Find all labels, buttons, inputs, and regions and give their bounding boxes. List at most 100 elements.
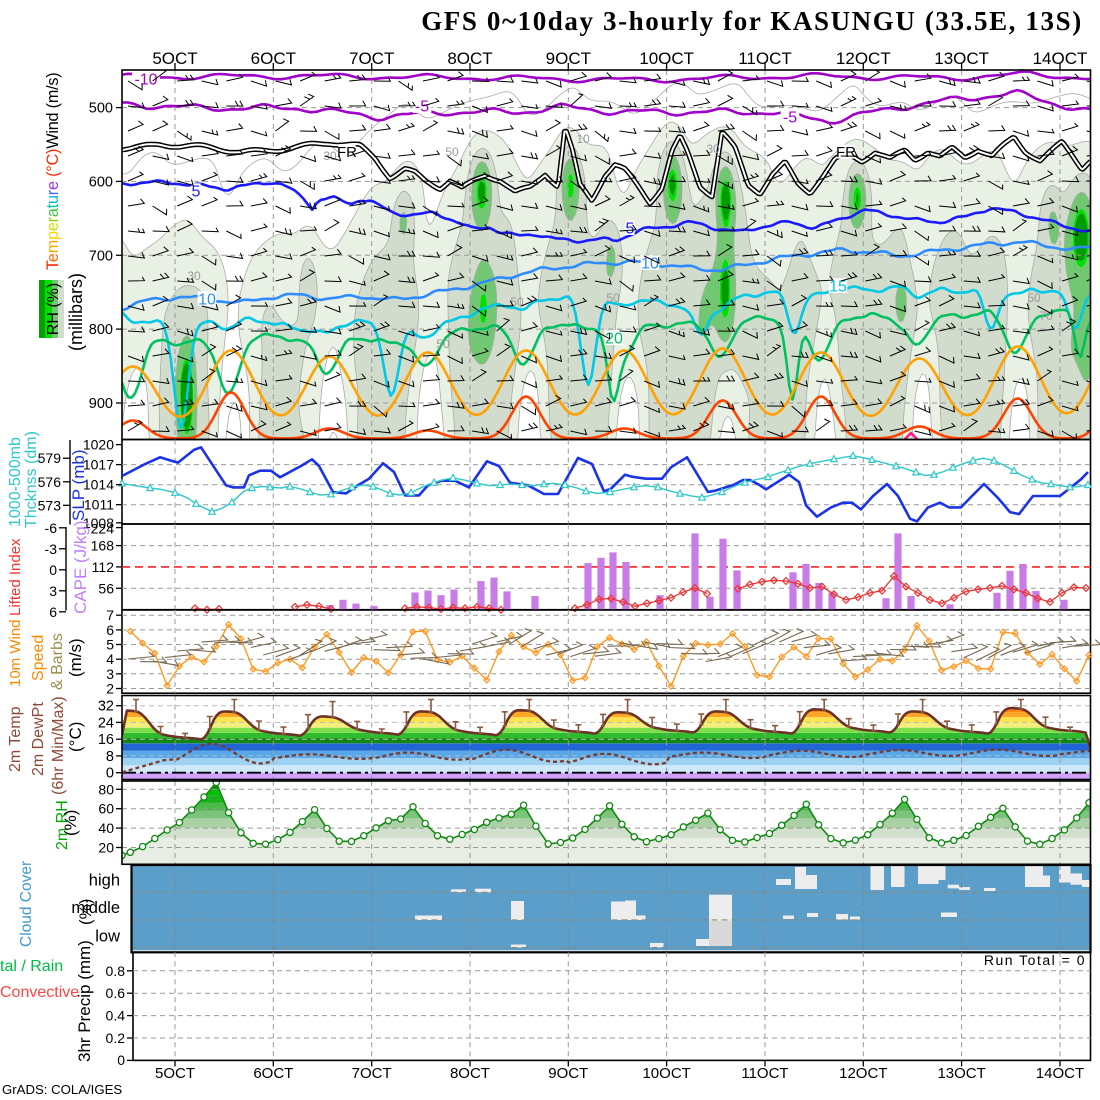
svg-text:0.6: 0.6 — [106, 985, 126, 1001]
svg-text:-5: -5 — [783, 109, 797, 126]
svg-text:800: 800 — [89, 322, 113, 338]
svg-text:1000-500mb: 1000-500mb — [7, 437, 24, 527]
svg-text:900: 900 — [89, 396, 113, 412]
svg-text:Temperature (°C)Wind (m/s): Temperature (°C)Wind (m/s) — [44, 73, 62, 270]
svg-text:30: 30 — [323, 149, 337, 163]
svg-text:1014: 1014 — [83, 477, 114, 493]
svg-text:FR: FR — [337, 144, 357, 161]
svg-text:-5: -5 — [415, 98, 429, 115]
svg-text:500: 500 — [89, 101, 113, 117]
svg-text:10m Wind: 10m Wind — [7, 619, 24, 687]
svg-text:8OCT: 8OCT — [450, 1065, 490, 1082]
svg-text:(%): (%) — [76, 899, 95, 925]
svg-text:Thcknss (dm): Thcknss (dm) — [23, 431, 40, 528]
svg-text:60: 60 — [98, 801, 114, 817]
svg-text:50: 50 — [445, 145, 459, 159]
svg-text:24: 24 — [98, 715, 114, 731]
svg-text:Cloud Cover: Cloud Cover — [18, 861, 35, 947]
svg-text:5OCT: 5OCT — [155, 1065, 195, 1082]
svg-text:7OCT: 7OCT — [349, 49, 394, 68]
svg-text:10: 10 — [198, 291, 216, 308]
svg-text:15: 15 — [829, 278, 847, 295]
svg-text:224: 224 — [91, 521, 115, 537]
svg-text:tal / Rain: tal / Rain — [0, 958, 63, 975]
svg-text:0.2: 0.2 — [106, 1030, 126, 1046]
svg-text:5OCT: 5OCT — [152, 49, 197, 68]
svg-text:(m/s): (m/s) — [66, 638, 85, 677]
svg-text:700: 700 — [89, 248, 113, 264]
svg-text:Speed: Speed — [30, 635, 47, 681]
svg-text:-10: -10 — [134, 71, 157, 88]
svg-text:20: 20 — [98, 840, 114, 856]
svg-text:CAPE (J/kg): CAPE (J/kg) — [71, 520, 90, 614]
svg-text:1020: 1020 — [83, 437, 114, 453]
svg-text:RH (%): RH (%) — [45, 283, 62, 335]
svg-text:(6hr Min/Max): (6hr Min/Max) — [50, 696, 67, 795]
svg-text:SLP (mb): SLP (mb) — [69, 450, 88, 522]
svg-text:80: 80 — [98, 781, 114, 797]
svg-text:2m DewPt: 2m DewPt — [30, 702, 47, 776]
svg-text:9OCT: 9OCT — [548, 1065, 588, 1082]
svg-text:12OCT: 12OCT — [836, 49, 891, 68]
svg-text:6OCT: 6OCT — [251, 49, 296, 68]
svg-text:16: 16 — [98, 732, 114, 748]
svg-text:(millibars): (millibars) — [66, 273, 86, 351]
svg-text:168: 168 — [91, 538, 115, 554]
svg-text:573: 573 — [38, 497, 62, 513]
svg-text:50: 50 — [1027, 291, 1041, 305]
svg-text:5: 5 — [626, 220, 635, 237]
svg-text:11OCT: 11OCT — [738, 49, 792, 68]
svg-text:50: 50 — [436, 337, 450, 351]
svg-text:1011: 1011 — [84, 497, 114, 513]
svg-text:12OCT: 12OCT — [839, 1065, 887, 1082]
svg-text:0: 0 — [106, 766, 114, 782]
svg-text:6: 6 — [106, 622, 114, 638]
svg-text:13OCT: 13OCT — [937, 1065, 985, 1082]
svg-text:7: 7 — [106, 607, 114, 623]
svg-text:2m Temp: 2m Temp — [7, 706, 24, 772]
svg-text:middle: middle — [71, 899, 120, 917]
svg-text:0: 0 — [49, 562, 57, 578]
svg-text:1017: 1017 — [83, 457, 114, 473]
svg-text:Convective: Convective — [0, 984, 79, 1001]
svg-text:2: 2 — [106, 681, 114, 697]
svg-text:579: 579 — [38, 450, 62, 466]
svg-text:0: 0 — [117, 1052, 125, 1068]
svg-text:10OCT: 10OCT — [639, 49, 694, 68]
svg-text:10OCT: 10OCT — [642, 1065, 690, 1082]
svg-text:GrADS: COLA/IGES: GrADS: COLA/IGES — [2, 1082, 122, 1097]
svg-text:50: 50 — [606, 291, 620, 305]
svg-text:3: 3 — [49, 583, 57, 599]
svg-text:5: 5 — [106, 637, 114, 653]
svg-text:Run Total = 0: Run Total = 0 — [984, 952, 1086, 968]
svg-text:1008: 1008 — [83, 515, 114, 531]
svg-text:8: 8 — [106, 749, 114, 765]
svg-text:56: 56 — [98, 580, 114, 596]
svg-text:0.8: 0.8 — [106, 963, 126, 979]
svg-text:112: 112 — [92, 559, 115, 575]
svg-text:& Barbs: & Barbs — [49, 633, 66, 690]
svg-text:GFS 0~10day 3-hourly for KASUN: GFS 0~10day 3-hourly for KASUNGU (33.5E,… — [421, 6, 1083, 36]
svg-text:3hr Precip (mm): 3hr Precip (mm) — [75, 940, 94, 1062]
svg-text:30: 30 — [187, 269, 201, 283]
svg-text:13OCT: 13OCT — [934, 49, 989, 68]
svg-text:-6: -6 — [45, 520, 58, 536]
svg-text:6OCT: 6OCT — [253, 1065, 293, 1082]
svg-text:20: 20 — [605, 330, 623, 347]
svg-text:high: high — [89, 872, 120, 890]
svg-text:FR: FR — [836, 144, 856, 161]
svg-text:6: 6 — [49, 604, 57, 620]
svg-text:11OCT: 11OCT — [741, 1065, 788, 1082]
svg-text:50: 50 — [510, 295, 524, 309]
svg-text:7OCT: 7OCT — [352, 1065, 392, 1082]
svg-text:14OCT: 14OCT — [1033, 49, 1088, 68]
svg-text:40: 40 — [98, 820, 114, 836]
svg-text:30: 30 — [706, 142, 720, 156]
svg-text:(%): (%) — [61, 810, 80, 836]
svg-text:32: 32 — [98, 699, 114, 715]
svg-text:5: 5 — [192, 183, 201, 200]
svg-text:8OCT: 8OCT — [447, 49, 492, 68]
svg-text:0.4: 0.4 — [106, 1008, 126, 1024]
svg-text:10: 10 — [641, 255, 659, 272]
svg-text:14OCT: 14OCT — [1036, 1065, 1084, 1082]
